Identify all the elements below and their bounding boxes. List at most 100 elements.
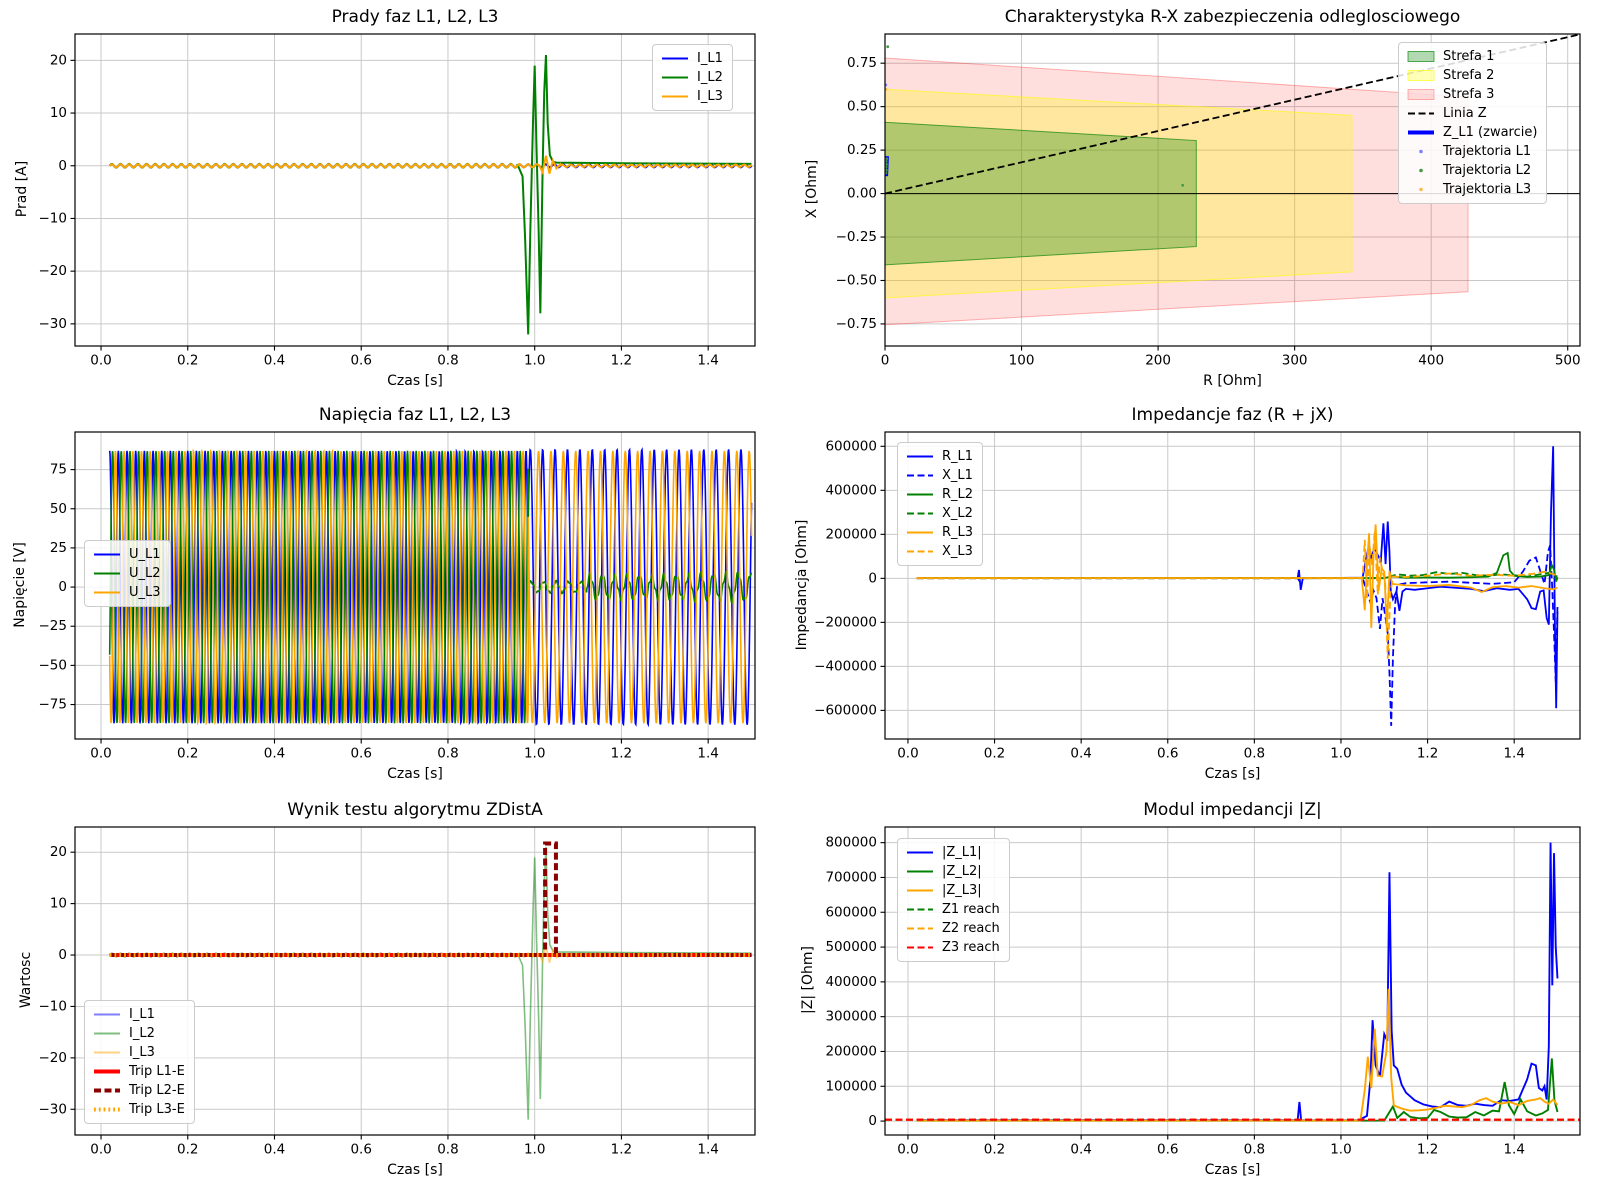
tick-marks bbox=[70, 469, 709, 744]
legend-label: Trip L1-E bbox=[129, 1064, 185, 1079]
series-r-l3 bbox=[916, 524, 1558, 628]
plot-frame bbox=[74, 826, 756, 1136]
zone-strefa-3 bbox=[885, 57, 1469, 326]
legend-swatch-line bbox=[1408, 130, 1434, 135]
legend-label: Trip L2-E bbox=[129, 1083, 185, 1098]
legend-item: X_L1 bbox=[905, 467, 973, 484]
legend-swatch-marker bbox=[1419, 149, 1423, 154]
legend-item: I_L3 bbox=[660, 88, 723, 105]
y-tick-label: 600000 bbox=[825, 904, 877, 920]
x-tick-label: 0.2 bbox=[177, 746, 198, 762]
legend-swatch-line bbox=[907, 531, 933, 534]
y-tick-label: −10 bbox=[39, 998, 68, 1014]
tick-labels: 0.0 0.2 0.4 0.6 0.8 1.0 1.2 1.4 800000 700000 6000… bbox=[825, 835, 1524, 1158]
legend-label: |Z_L1| bbox=[942, 845, 982, 860]
x-tick-label: 1.4 bbox=[1503, 1142, 1524, 1158]
legend-item: I_L3 bbox=[92, 1044, 185, 1061]
y-tick-label: −400000 bbox=[814, 658, 877, 674]
y-tick-label: −50 bbox=[39, 657, 68, 673]
y-axis-label-z-modulus: |Z| [Ohm] bbox=[800, 946, 816, 1014]
x-axis-label-zdista: Czas [s] bbox=[387, 1162, 443, 1178]
x-tick-label: 1.2 bbox=[1417, 1142, 1438, 1158]
plot-frame bbox=[74, 431, 756, 740]
y-axis-label-rx: X [Ohm] bbox=[804, 159, 820, 219]
plot-frame bbox=[884, 826, 1581, 1136]
scatter-trajektoria-l2 bbox=[885, 45, 1185, 187]
x-tick-label: 1.4 bbox=[697, 1142, 718, 1158]
x-tick-label: 100 bbox=[1009, 353, 1035, 369]
legend-item: Trip L3-E bbox=[92, 1101, 185, 1118]
legend-swatch-patch bbox=[1407, 51, 1435, 62]
tick-labels: 0.0 0.2 0.4 0.6 0.8 1.0 1.2 1.4 600000 400000 2000… bbox=[814, 438, 1525, 761]
y-tick-label: 0 bbox=[58, 947, 67, 963]
chart-title-currents: Prady faz L1, L2, L3 bbox=[331, 7, 499, 27]
legend-item: U_L2 bbox=[92, 565, 161, 582]
y-tick-label: −20 bbox=[39, 1050, 68, 1066]
y-tick-label: −75 bbox=[39, 697, 68, 713]
x-tick-label: 0.6 bbox=[350, 746, 371, 762]
legend-item: Z2 reach bbox=[905, 920, 1000, 937]
series--z-l2- bbox=[916, 1058, 1559, 1122]
x-tick-label: 0.6 bbox=[1157, 746, 1178, 762]
x-axis-label-currents: Czas [s] bbox=[387, 373, 443, 389]
y-tick-label: 400000 bbox=[825, 482, 877, 498]
legend-swatch-line bbox=[94, 1032, 120, 1035]
legend-item: Z3 reach bbox=[905, 939, 1000, 956]
x-tick-label: 1.0 bbox=[1330, 746, 1351, 762]
legend-label: I_L1 bbox=[697, 51, 723, 66]
legend-swatch-line bbox=[94, 1051, 120, 1054]
x-tick-label: 0.8 bbox=[437, 1142, 458, 1158]
legend-label: I_L3 bbox=[697, 89, 723, 104]
legend-swatch-line bbox=[907, 474, 933, 477]
tick-labels: 0.0 0.2 0.4 0.6 0.8 1.0 1.2 1.4 75 50 25 0 −25 −50 −75 bbox=[39, 462, 719, 762]
y-tick-label: 300000 bbox=[825, 1009, 877, 1025]
x-tick-label: 0.4 bbox=[264, 1142, 285, 1158]
x-tick-label: 1.2 bbox=[611, 746, 632, 762]
y-tick-label: 0 bbox=[58, 579, 67, 595]
legend-item: Z_L1 (zwarcie) bbox=[1406, 124, 1537, 141]
legend-item: Trajektoria L2 bbox=[1406, 162, 1537, 179]
y-axis-label-voltages: Napięcie [V] bbox=[12, 541, 28, 628]
series-x-l3 bbox=[916, 530, 1558, 659]
plot-frame bbox=[74, 33, 756, 347]
series--z-l3- bbox=[916, 988, 1559, 1122]
chart-title-voltages: Napięcia faz L1, L2, L3 bbox=[318, 405, 512, 425]
legend-item: |Z_L3| bbox=[905, 882, 1000, 899]
legend-item: Trajektoria L1 bbox=[1406, 143, 1537, 160]
y-tick-label: 0 bbox=[868, 1113, 877, 1129]
chart-title-impedances: Impedancje faz (R + jX) bbox=[1131, 405, 1334, 425]
y-tick-label: 75 bbox=[50, 462, 67, 478]
x-tick-label: 0.0 bbox=[90, 1142, 111, 1158]
tick-marks bbox=[70, 851, 709, 1140]
y-tick-label: 20 bbox=[50, 52, 67, 68]
legend-swatch-marker bbox=[1419, 187, 1423, 192]
legend-swatch-line bbox=[662, 76, 688, 79]
legend-item: Strefa 2 bbox=[1406, 67, 1537, 84]
y-axis-label-zdista: Wartosc bbox=[18, 951, 34, 1009]
legend-swatch-line bbox=[907, 870, 933, 873]
y-tick-label: 0.75 bbox=[847, 55, 877, 71]
plot-area-voltages: 0.0 0.2 0.4 0.6 0.8 1.0 1.2 1.4 75 50 25 0 −25 −50 −75 bbox=[39, 431, 756, 762]
legend-label: Z3 reach bbox=[942, 940, 1000, 955]
y-tick-label: −30 bbox=[39, 1101, 68, 1117]
legend-item: R_L2 bbox=[905, 486, 973, 503]
x-tick-label: 0.2 bbox=[984, 746, 1005, 762]
legend-swatch-line bbox=[94, 1069, 120, 1074]
y-tick-label: 500000 bbox=[825, 939, 877, 955]
x-axis-label-impedances: Czas [s] bbox=[1204, 766, 1261, 782]
x-tick-label: 300 bbox=[1282, 353, 1308, 369]
y-tick-label: −25 bbox=[39, 618, 68, 634]
legend-item: R_L3 bbox=[905, 524, 973, 541]
legend-item: X_L2 bbox=[905, 505, 973, 522]
x-tick-label: 0 bbox=[881, 353, 890, 369]
x-tick-label: 0.2 bbox=[177, 1142, 198, 1158]
legend-swatch-line bbox=[907, 927, 933, 930]
x-tick-label: 1.4 bbox=[1503, 746, 1524, 762]
legend-item: I_L1 bbox=[92, 1006, 185, 1023]
legend-item: X_L3 bbox=[905, 543, 973, 560]
legend-label: I_L2 bbox=[129, 1026, 155, 1041]
legend-swatch-line bbox=[94, 572, 120, 575]
legend-swatch-line bbox=[907, 851, 933, 854]
x-axis-label-z-modulus: Czas [s] bbox=[1204, 1162, 1261, 1178]
legend-label: Strefa 1 bbox=[1443, 49, 1495, 64]
